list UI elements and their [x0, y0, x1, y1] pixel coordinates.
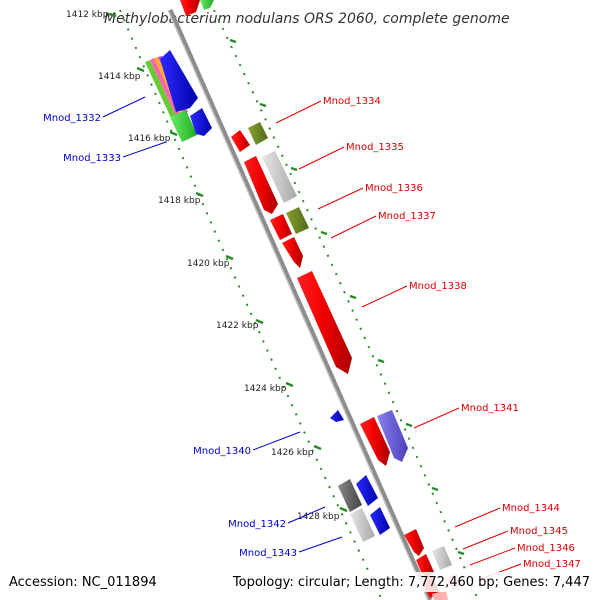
gene-mnod-1344 [404, 529, 424, 556]
gene-label-mnod-1337[interactable]: Mnod_1337 [378, 211, 436, 222]
gene-label-mnod-1336[interactable]: Mnod_1336 [365, 183, 423, 194]
kbp-label: 1422 kbp [216, 321, 259, 331]
gene-label-mnod-1338[interactable]: Mnod_1338 [409, 281, 467, 292]
gene-label-mnod-1335[interactable]: Mnod_1335 [346, 142, 404, 153]
gene-label-mnod-1333[interactable]: Mnod_1333 [63, 153, 121, 164]
map-title: Methylobacterium nodulans ORS 2060, comp… [104, 11, 510, 27]
kbp-label: 1428 kbp [297, 512, 340, 522]
gene-mnod-1341 [360, 410, 408, 466]
gene-mnod-1336 [270, 214, 292, 240]
gene-label-mnod-1347[interactable]: Mnod_1347 [523, 559, 581, 570]
gene-mnod-1335 [244, 151, 297, 214]
gene-feature-top-clip [180, 0, 214, 16]
kbp-ticks [108, 12, 348, 513]
kbp-label: 1414 kbp [98, 72, 141, 82]
gene-mnod-1340 [330, 410, 344, 422]
kbp-label: 1412 kbp [66, 10, 109, 20]
genome-backbone [167, 8, 433, 600]
kbp-label: 1416 kbp [128, 134, 171, 144]
gene-mnod-1342 [338, 475, 378, 512]
gene-label-mnod-1341[interactable]: Mnod_1341 [461, 403, 519, 414]
outer-dotted-track [213, 9, 479, 600]
kbp-label: 1426 kbp [271, 448, 314, 458]
gene-label-mnod-1346[interactable]: Mnod_1346 [517, 543, 575, 554]
gene-label-mnod-1340[interactable]: Mnod_1340 [193, 446, 251, 457]
outer-track-ticks [229, 38, 465, 556]
gene-mnod-1343 [350, 507, 390, 542]
gene-label-mnod-1342[interactable]: Mnod_1342 [228, 519, 286, 530]
gene-label-mnod-1332[interactable]: Mnod_1332 [43, 113, 101, 124]
gene-mnod-1337 [282, 207, 309, 268]
kbp-label: 1420 kbp [187, 259, 230, 269]
kbp-label: 1418 kbp [158, 196, 201, 206]
leader-lines-reverse [102, 96, 343, 553]
genome-backbone-highlight [167, 9, 429, 600]
gene-blue-reverse [160, 50, 212, 136]
gene-label-mnod-1344[interactable]: Mnod_1344 [502, 503, 560, 514]
kbp-label: 1424 kbp [244, 384, 287, 394]
gene-label-mnod-1343[interactable]: Mnod_1343 [239, 548, 297, 559]
leader-lines-forward [275, 100, 522, 581]
gene-label-mnod-1334[interactable]: Mnod_1334 [323, 96, 381, 107]
gene-mnod-1334 [231, 122, 268, 152]
gene-mnod-1338 [297, 271, 352, 374]
genome-stats-text: Topology: circular; Length: 7,772,460 bp… [232, 575, 590, 590]
gene-label-mnod-1345[interactable]: Mnod_1345 [510, 526, 568, 537]
accession-text: Accession: NC_011894 [9, 575, 157, 590]
footer-background [0, 572, 600, 592]
